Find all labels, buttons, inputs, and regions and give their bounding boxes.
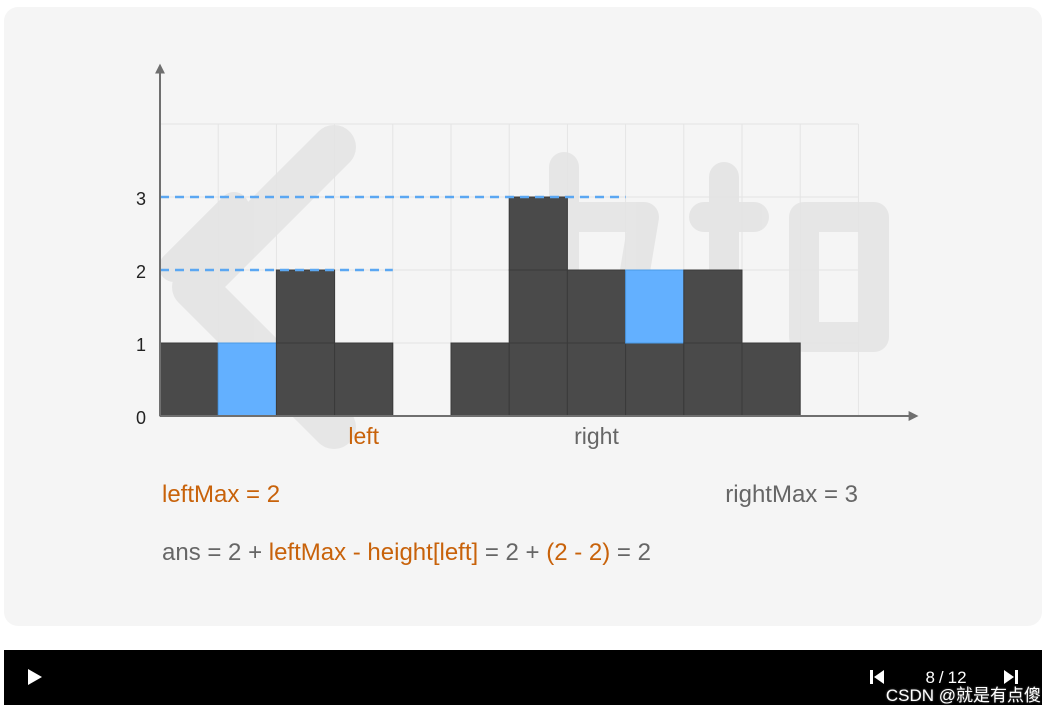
pointer-label-right: right: [574, 423, 619, 449]
y-tick-label: 0: [136, 408, 146, 428]
right-max-label: rightMax = 3: [725, 481, 858, 508]
bar-block: [159, 342, 219, 417]
bar-block: [508, 269, 568, 344]
bar-block: [334, 342, 394, 417]
formula-result: = 2: [610, 539, 651, 566]
bar-block: [741, 342, 801, 417]
skip-forward-icon: [1004, 670, 1018, 684]
bars: [159, 196, 801, 417]
next-step-button[interactable]: [1002, 669, 1020, 690]
play-button[interactable]: [26, 667, 44, 692]
dashed-levels: [160, 195, 626, 272]
formula-term: leftMax - height[left]: [268, 539, 479, 566]
pointer-label-left: left: [348, 423, 380, 449]
page-separator: /: [938, 668, 944, 687]
water-block: [217, 342, 277, 417]
bar-block: [508, 196, 568, 271]
chart: 0 1 2 3: [136, 63, 919, 449]
skip-back-icon: [870, 670, 884, 684]
csdn-watermark: CSDN @就是有点傻: [885, 686, 1041, 705]
bar-block: [683, 269, 743, 344]
bar-block: [450, 342, 510, 417]
page-counter: 8/12: [914, 668, 978, 688]
y-tick-label: 1: [136, 335, 146, 355]
previous-step-button[interactable]: [868, 669, 886, 690]
formula-equals: = 2 +: [478, 539, 547, 566]
current-page: 8: [925, 668, 935, 687]
bar-block: [625, 342, 685, 417]
bar-block: [508, 342, 568, 417]
y-tick-label: 2: [136, 262, 146, 282]
bar-block: [566, 342, 627, 417]
formula-line: ans = 2 + leftMax - height[left] = 2 + (…: [162, 541, 651, 565]
bar-block: [275, 269, 336, 344]
bar-block: [683, 342, 743, 417]
bar-block: [275, 342, 336, 417]
water-block: [625, 269, 685, 344]
axes: [155, 63, 919, 421]
left-max-label: leftMax = 2: [162, 481, 281, 508]
player-bar: 8/12: [4, 650, 1042, 705]
y-tick-labels: 0 1 2 3: [136, 189, 146, 428]
total-pages: 12: [947, 668, 967, 687]
bar-block: [566, 269, 627, 344]
play-icon: [28, 669, 42, 685]
y-tick-label: 3: [136, 189, 146, 209]
formula-prefix: ans = 2 +: [162, 539, 269, 566]
formula-substituted: (2 - 2): [546, 539, 611, 566]
